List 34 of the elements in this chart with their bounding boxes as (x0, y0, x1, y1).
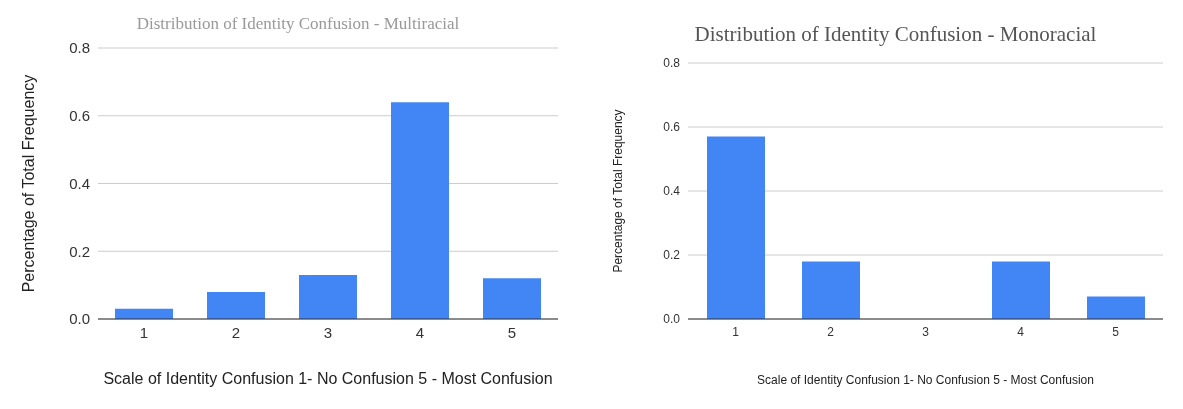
bar (299, 274, 357, 319)
x-tick-label: 1 (732, 324, 740, 339)
bar (483, 278, 541, 319)
y-tick-label: 0.8 (69, 39, 90, 57)
x-tick-label: 4 (1017, 324, 1025, 339)
y-axis-title: Percentage of Total Frequency (19, 74, 37, 293)
y-axis-title: Percentage of Total Frequency (611, 109, 626, 273)
x-tick-label: 4 (415, 323, 425, 341)
x-tick-label: 5 (507, 323, 517, 341)
y-tick-label: 0.6 (69, 107, 90, 125)
y-tick-label: 0.2 (663, 248, 681, 263)
bar (391, 102, 449, 319)
x-axis-title: Scale of Identity Confusion 1- No Confusion 5 - Most Confusion (757, 373, 1094, 387)
x-axis-title: Scale of Identity Confusion 1- No Confusion 5 - Most Confusion (103, 370, 553, 387)
x-tick-label: 2 (827, 324, 835, 339)
x-tick-label: 2 (231, 323, 241, 341)
bar (802, 261, 860, 319)
y-tick-label: 0.0 (663, 312, 681, 327)
bar (1087, 296, 1145, 319)
x-tick-label: 5 (1112, 324, 1120, 339)
y-tick-label: 0.2 (69, 242, 90, 260)
chart-title: Distribution of Identity Confusion - Multiracial (135, 14, 461, 34)
chart-title: Distribution of Identity Confusion - Monoracial (693, 22, 1098, 47)
bar (207, 291, 265, 319)
bar (707, 136, 765, 319)
y-tick-label: 0.0 (69, 310, 90, 328)
x-tick-label: 3 (323, 323, 333, 341)
y-tick-label: 0.6 (663, 120, 681, 135)
bar (992, 261, 1050, 319)
y-tick-label: 0.4 (69, 174, 90, 192)
y-tick-label: 0.8 (663, 56, 681, 71)
x-tick-label: 1 (139, 323, 149, 341)
y-tick-label: 0.4 (663, 184, 681, 199)
x-tick-label: 3 (922, 324, 930, 339)
